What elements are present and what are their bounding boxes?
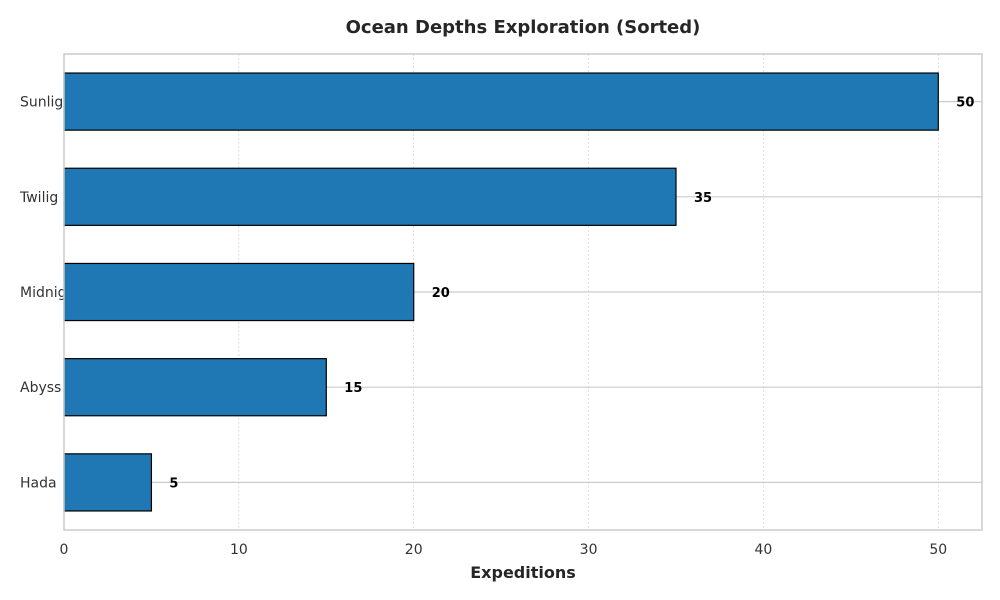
x-tick-labels: 0 10 20 30 40 50 [60,542,948,558]
x-tick-label: 40 [755,542,773,558]
x-tick-label: 30 [580,542,598,558]
y-tick-labels: Sunlig Twilig Midnig Abyss Hada [19,95,67,492]
y-tick-label: Twilig [19,190,58,206]
bar [63,167,677,226]
x-tick-label: 20 [405,542,423,558]
bar [63,72,939,131]
plot-frame [63,53,983,531]
data-label: 35 [694,191,712,206]
y-tick-label: Midnig [20,285,67,301]
x-tick-label: 50 [929,542,947,558]
x-axis-label: Expeditions [470,563,576,582]
bar [63,358,327,417]
data-label: 20 [432,286,450,301]
data-label: 5 [169,476,178,491]
data-label: 50 [956,96,974,111]
chart-title: Ocean Depths Exploration (Sorted) [346,17,701,38]
bar [63,262,415,322]
value-labels: 50 35 20 15 5 [169,96,974,492]
x-tick-label: 0 [60,542,69,558]
y-tick-label: Hada [20,475,57,491]
x-tick-label: 10 [230,542,248,558]
data-label: 15 [344,381,362,396]
bars [63,72,939,512]
y-tick-label: Sunlig [20,95,63,111]
bar [63,453,153,512]
y-tick-label: Abyss [20,380,61,396]
